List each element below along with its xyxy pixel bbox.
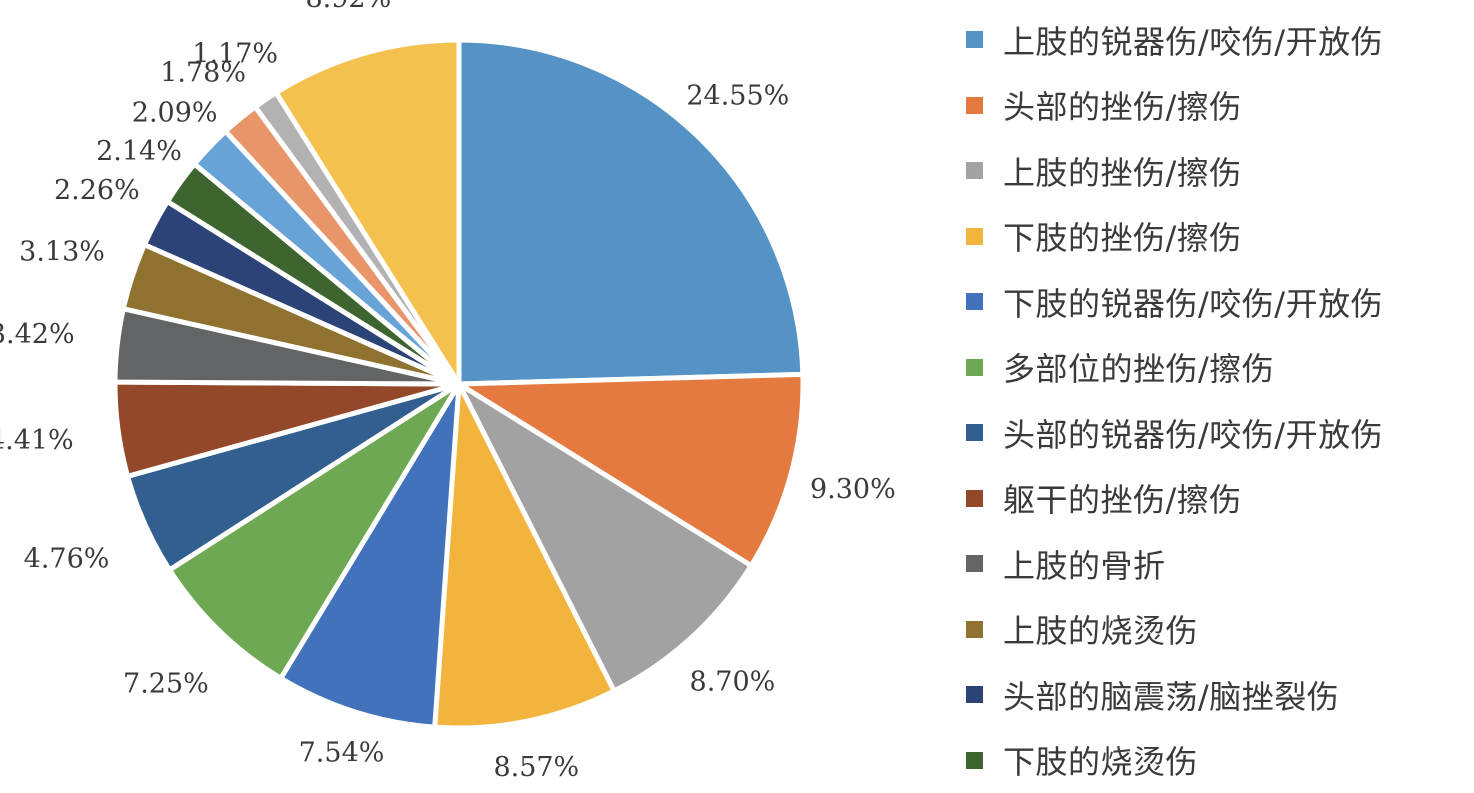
slice-data-label: 7.54%	[299, 737, 385, 768]
legend-swatch	[966, 490, 983, 507]
slice-data-label: 1.17%	[192, 38, 278, 69]
legend-item: 下肢的锐器伤/咬伤/开放伤	[966, 269, 1383, 335]
legend-label: 躯干的挫伤/擦伤	[1003, 475, 1242, 521]
legend-swatch	[966, 424, 983, 441]
legend-swatch	[966, 686, 983, 703]
legend-swatch	[966, 31, 983, 48]
pie-chart: 24.55% 9.30% 8.70% 8.57% 7.54% 7.25% 4.76% 4.41…	[0, 0, 1474, 777]
legend-item: 多部位的挫伤/擦伤	[966, 335, 1383, 401]
legend-label: 上肢的烧烫伤	[1003, 606, 1198, 652]
slice-data-label: 4.41%	[0, 425, 74, 456]
legend-item: 下肢的烧烫伤	[966, 728, 1383, 793]
legend-swatch	[966, 162, 983, 179]
slice-data-label: 9.30%	[810, 474, 896, 505]
slice-data-label: 24.55%	[686, 81, 789, 112]
legend-swatch	[966, 228, 983, 245]
legend-item: 头部的挫伤/擦伤	[966, 73, 1383, 139]
legend-item: 躯干的挫伤/擦伤	[966, 466, 1383, 532]
legend-item: 上肢的烧烫伤	[966, 597, 1383, 663]
legend-swatch	[966, 555, 983, 572]
legend-label: 头部的挫伤/擦伤	[1003, 82, 1242, 128]
legend-label: 下肢的烧烫伤	[1003, 737, 1198, 783]
slice-data-label: 3.13%	[19, 237, 105, 268]
legend-item: 下肢的挫伤/擦伤	[966, 204, 1383, 270]
legend-swatch	[966, 621, 983, 638]
slice-data-label: 2.14%	[96, 136, 182, 167]
legend-label: 上肢的锐器伤/咬伤/开放伤	[1003, 17, 1383, 63]
legend-label: 多部位的挫伤/擦伤	[1003, 344, 1274, 390]
slice-data-label: 7.25%	[123, 668, 209, 699]
legend-label: 头部的脑震荡/脑挫裂伤	[1003, 672, 1339, 718]
legend-swatch	[966, 293, 983, 310]
legend-item: 上肢的锐器伤/咬伤/开放伤	[966, 7, 1383, 73]
legend-swatch	[966, 97, 983, 114]
pie-slices	[115, 40, 803, 728]
legend: 上肢的锐器伤/咬伤/开放伤头部的挫伤/擦伤上肢的挫伤/擦伤下肢的挫伤/擦伤下肢的…	[966, 7, 1383, 793]
slice-data-label: 8.57%	[493, 752, 579, 777]
legend-label: 头部的锐器伤/咬伤/开放伤	[1003, 410, 1383, 456]
slice-data-label: 8.92%	[305, 0, 391, 14]
legend-label: 下肢的锐器伤/咬伤/开放伤	[1003, 279, 1383, 325]
slice-data-label: 8.70%	[690, 666, 776, 697]
legend-item: 头部的锐器伤/咬伤/开放伤	[966, 400, 1383, 466]
legend-item: 头部的脑震荡/脑挫裂伤	[966, 662, 1383, 728]
slice-data-label: 2.09%	[132, 98, 218, 129]
legend-swatch	[966, 752, 983, 769]
legend-label: 上肢的骨折	[1003, 541, 1166, 587]
slice-data-label: 2.26%	[54, 175, 140, 206]
legend-swatch	[966, 359, 983, 376]
legend-label: 上肢的挫伤/擦伤	[1003, 148, 1242, 194]
legend-label: 下肢的挫伤/擦伤	[1003, 213, 1242, 259]
slice-data-label: 4.76%	[24, 543, 110, 574]
slice-data-label: 3.42%	[0, 319, 75, 350]
legend-item: 上肢的骨折	[966, 531, 1383, 597]
legend-item: 上肢的挫伤/擦伤	[966, 138, 1383, 204]
